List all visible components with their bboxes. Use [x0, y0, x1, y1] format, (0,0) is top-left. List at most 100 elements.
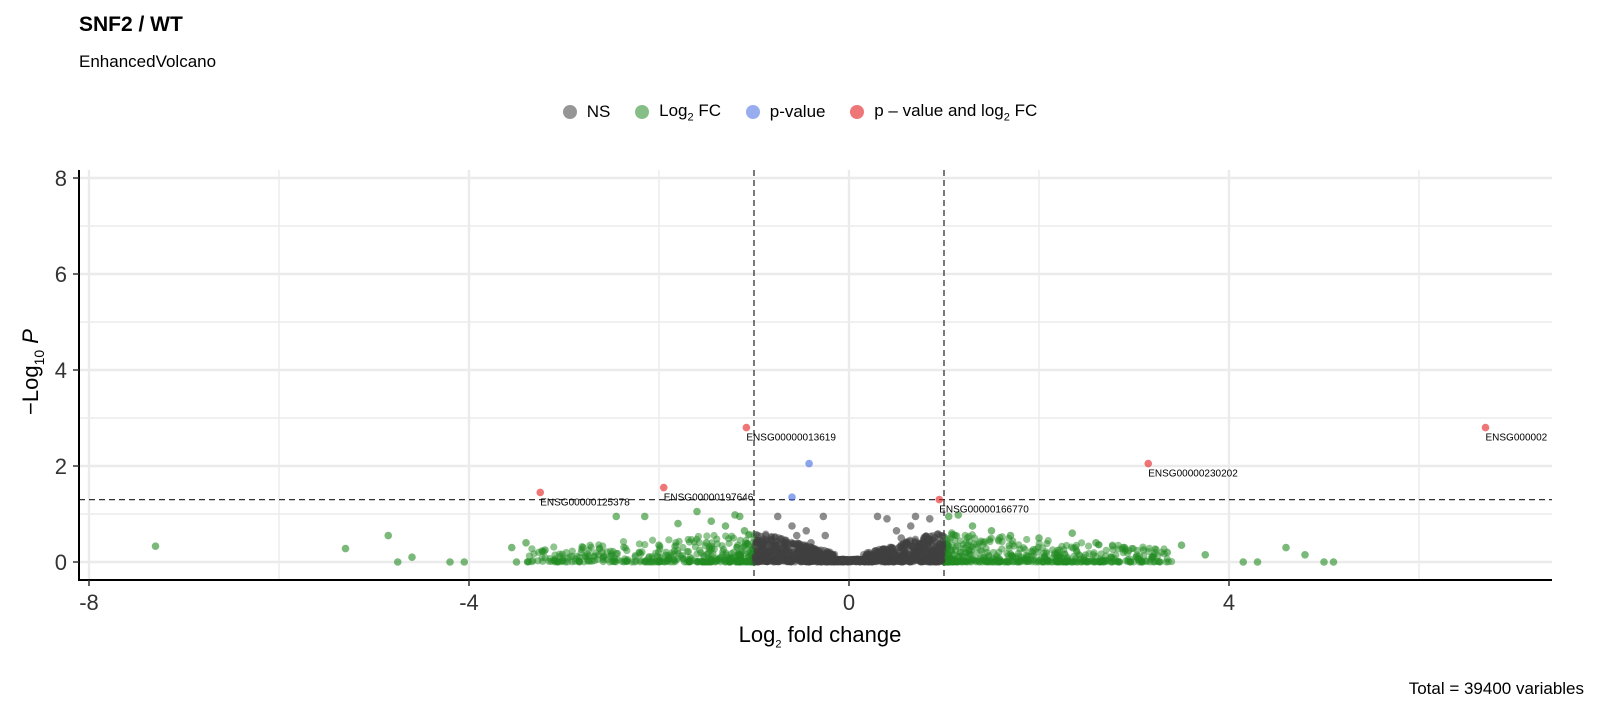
point-log2fc [693, 550, 701, 558]
legend-label-pvalue-and-log2fc: p – value and log2 FC [874, 101, 1038, 124]
point-log2fc [1073, 558, 1082, 566]
point-log2fc [1053, 558, 1061, 566]
point-log2fc [587, 543, 595, 551]
point-log2fc [598, 548, 606, 557]
x-tick-label: 0 [843, 590, 855, 615]
cutoff-lines [79, 170, 1552, 580]
axes: -8 -4 0 4 0 2 4 6 8 [55, 166, 1552, 615]
point-log2fc [1096, 555, 1105, 563]
point-log2fc [1162, 558, 1170, 566]
point-ns [859, 550, 868, 559]
point-log2fc [722, 532, 730, 540]
point-log2fc [986, 537, 994, 546]
point-log2fc [965, 532, 973, 541]
point-log2fc [968, 522, 977, 530]
point-log2fc [1064, 556, 1072, 565]
point-ns [840, 558, 848, 566]
point-ns [754, 531, 762, 540]
point-pvalue-and-log2fc [935, 495, 944, 504]
point-log2fc [954, 511, 963, 519]
point-log2fc [579, 543, 587, 552]
point-log2fc [1143, 557, 1151, 566]
point-log2fc [970, 534, 979, 542]
point-log2fc [977, 537, 985, 545]
point-log2fc [734, 558, 742, 566]
point-log2fc [1320, 558, 1328, 566]
point-ns [853, 558, 861, 566]
point-ns [751, 552, 759, 560]
point-log2fc [1044, 536, 1052, 545]
point-log2fc [1032, 558, 1040, 566]
point-log2fc [674, 547, 682, 555]
point-log2fc [1035, 534, 1043, 542]
point-log2fc [1282, 543, 1290, 552]
point-pvalue-and-log2fc [1144, 459, 1153, 468]
point-log2fc [674, 519, 682, 528]
chart-caption: Total = 39400 variables [1408, 679, 1584, 698]
point-log2fc [1073, 547, 1081, 556]
point-log2fc [1163, 548, 1172, 557]
point-log2fc [1177, 541, 1186, 549]
chart-subtitle: EnhancedVolcano [79, 52, 217, 71]
x-tick-label: -8 [79, 590, 99, 615]
point-log2fc [728, 532, 736, 540]
point-log2fc [1043, 549, 1051, 558]
legend-item-ns: NS [562, 102, 610, 122]
point-log2fc [665, 536, 673, 544]
gene-label: ENSG00000125378 [540, 497, 630, 508]
point-ns [765, 547, 773, 555]
point-log2fc [623, 557, 631, 565]
point-ns [776, 552, 784, 560]
point-log2fc [1013, 558, 1022, 566]
legend-item-pvalue: p-value [745, 102, 826, 122]
point-log2fc [973, 543, 982, 551]
point-log2fc [1044, 558, 1052, 566]
point-log2fc [704, 558, 712, 566]
point-ns [909, 558, 917, 566]
point-ns [801, 552, 809, 560]
point-log2fc [956, 548, 964, 556]
point-log2fc [1168, 557, 1176, 566]
point-log2fc [1110, 554, 1118, 562]
point-pvalue [788, 493, 796, 502]
y-tick-label: 6 [55, 262, 67, 287]
point-log2fc [1239, 558, 1248, 566]
point-log2fc [1024, 557, 1033, 566]
x-axis-title: Log2 fold change [738, 622, 902, 651]
point-ns [752, 539, 760, 547]
point-log2fc [566, 553, 574, 561]
point-ns [906, 522, 915, 530]
point-log2fc [735, 512, 744, 521]
point-log2fc [551, 551, 559, 559]
legend: NS Log2 FC p-value p – value and log2 FC [0, 101, 1600, 123]
point-log2fc [1201, 551, 1210, 559]
legend-key-log2fc [635, 105, 650, 120]
point-log2fc [640, 512, 649, 521]
point-log2fc [631, 551, 639, 560]
point-log2fc [640, 558, 648, 566]
point-log2fc [670, 556, 678, 564]
y-tick-label: 4 [55, 358, 67, 383]
y-tick-label: 0 [55, 550, 67, 575]
point-ns [926, 537, 934, 545]
point-ns [924, 556, 932, 564]
point-log2fc [1151, 545, 1159, 553]
point-log2fc [707, 517, 716, 525]
point-log2fc [994, 558, 1002, 566]
gene-label: ENSG000002 [1486, 433, 1548, 444]
gene-label: ENSG00000013619 [746, 433, 836, 444]
point-ns [925, 515, 934, 523]
point-log2fc [740, 543, 748, 551]
point-log2fc [612, 558, 620, 566]
point-log2fc [652, 557, 660, 566]
point-ns [810, 556, 818, 564]
point-log2fc [539, 557, 547, 565]
point-log2fc [561, 558, 569, 566]
point-log2fc [725, 539, 733, 547]
legend-item-log2fc: Log2 FC [635, 101, 721, 123]
point-log2fc [713, 555, 721, 564]
point-log2fc [1038, 554, 1046, 562]
point-log2fc [1139, 546, 1148, 554]
point-log2fc [393, 558, 402, 566]
point-log2fc [460, 558, 469, 566]
